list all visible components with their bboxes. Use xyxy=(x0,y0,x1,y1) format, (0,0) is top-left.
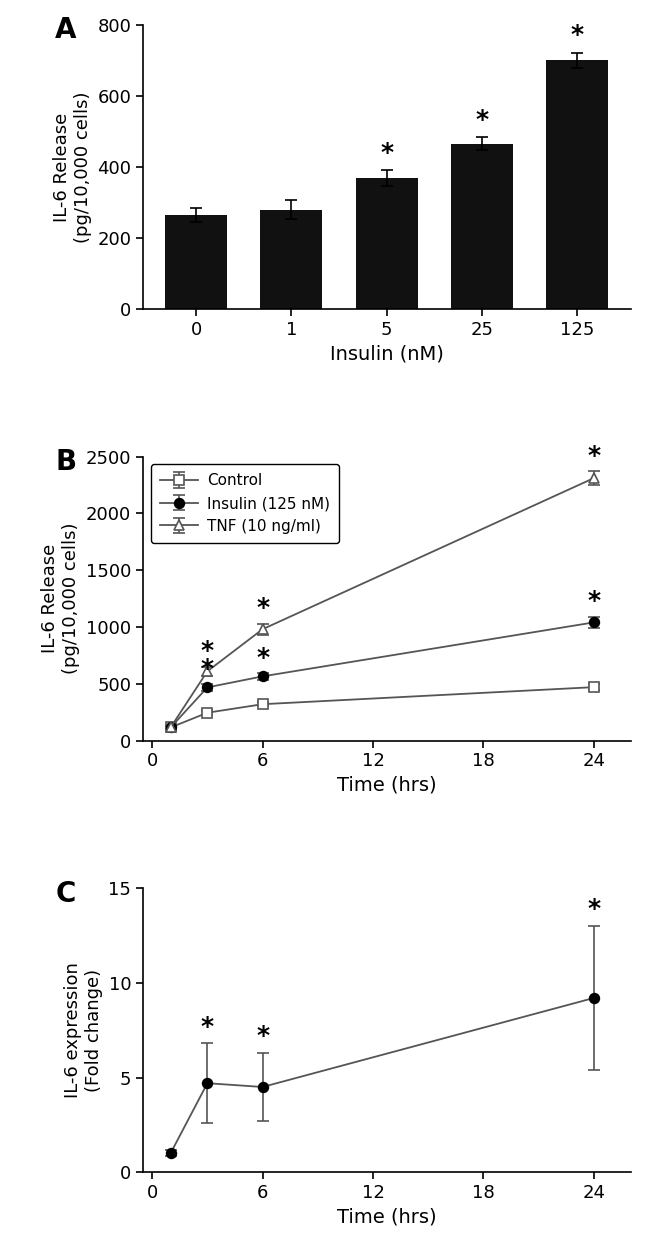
Text: *: * xyxy=(587,590,600,614)
Text: *: * xyxy=(587,444,600,468)
Bar xyxy=(261,209,322,309)
Text: *: * xyxy=(587,898,600,922)
Text: *: * xyxy=(380,141,393,165)
Bar xyxy=(547,60,608,309)
Text: *: * xyxy=(256,646,269,670)
Text: *: * xyxy=(256,1024,269,1049)
X-axis label: Time (hrs): Time (hrs) xyxy=(337,776,437,794)
X-axis label: Time (hrs): Time (hrs) xyxy=(337,1207,437,1227)
Bar xyxy=(165,214,227,309)
Text: C: C xyxy=(55,879,75,908)
Text: *: * xyxy=(256,596,269,620)
Y-axis label: IL-6 Release
(pg/10,000 cells): IL-6 Release (pg/10,000 cells) xyxy=(53,91,92,243)
Bar xyxy=(451,143,513,309)
Text: *: * xyxy=(201,1015,214,1039)
Text: *: * xyxy=(201,657,214,681)
X-axis label: Insulin (nM): Insulin (nM) xyxy=(330,344,444,363)
Y-axis label: IL-6 expression
(Fold change): IL-6 expression (Fold change) xyxy=(64,963,103,1099)
Text: B: B xyxy=(55,448,77,476)
Text: *: * xyxy=(571,24,584,47)
Bar xyxy=(356,178,418,309)
Text: *: * xyxy=(476,108,489,132)
Y-axis label: IL-6 Release
(pg/10,000 cells): IL-6 Release (pg/10,000 cells) xyxy=(42,522,80,675)
Legend: Control, Insulin (125 nM), TNF (10 ng/ml): Control, Insulin (125 nM), TNF (10 ng/ml… xyxy=(151,464,339,542)
Text: A: A xyxy=(55,16,77,45)
Text: *: * xyxy=(201,640,214,663)
